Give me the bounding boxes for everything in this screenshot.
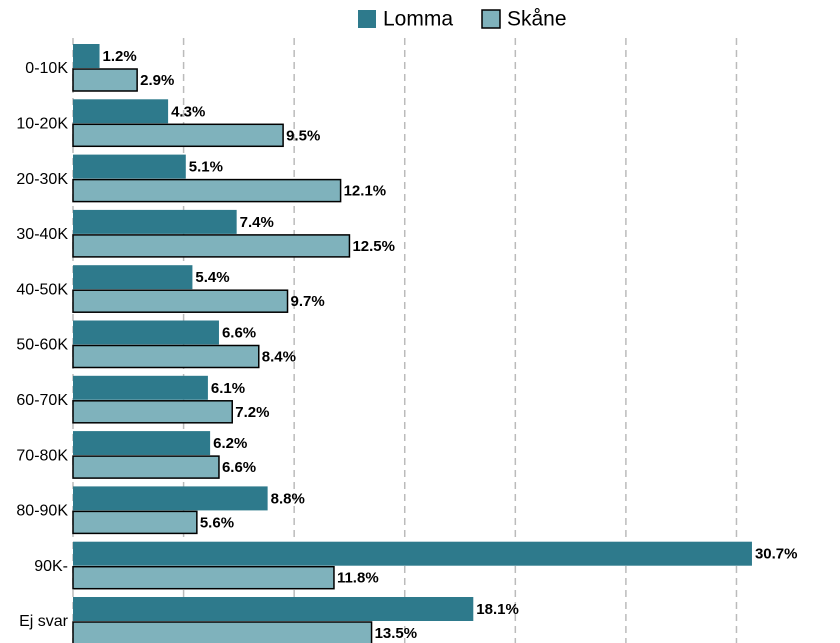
bar	[72, 455, 220, 479]
data-label: 30.7%	[755, 546, 798, 563]
y-tick-label: 60-70K	[16, 392, 68, 409]
data-label: 6.6%	[222, 324, 256, 341]
y-tick-label: 40-50K	[16, 281, 68, 298]
data-label: 5.6%	[200, 514, 234, 531]
legend-swatch	[358, 10, 376, 28]
data-label: 13.5%	[375, 625, 418, 642]
data-label: 11.8%	[337, 570, 379, 587]
bar	[73, 597, 474, 621]
data-label: 12.1%	[344, 183, 387, 200]
y-tick-label: 70-80K	[16, 447, 68, 464]
bar	[72, 510, 198, 535]
legend-label: Skåne	[507, 8, 567, 31]
bar	[72, 234, 351, 258]
bar	[72, 289, 289, 313]
bar	[73, 99, 169, 124]
bar	[73, 44, 100, 68]
y-tick-label: 30-40K	[16, 226, 68, 243]
bar	[72, 123, 284, 148]
bar	[73, 431, 211, 456]
data-label: 9.5%	[286, 127, 320, 144]
data-label: 4.3%	[171, 103, 205, 120]
y-tick-label: 90K-	[34, 558, 68, 575]
bar	[73, 265, 193, 290]
data-label: 7.2%	[235, 404, 269, 421]
legend-label: Lomma	[383, 8, 453, 31]
data-label: 1.2%	[103, 48, 137, 65]
data-label: 2.9%	[140, 72, 174, 89]
y-tick-label: 0-10K	[25, 60, 68, 77]
data-label: 8.4%	[262, 348, 296, 365]
bar	[72, 565, 335, 590]
bar	[73, 375, 208, 400]
y-tick-label: 10-20K	[16, 116, 68, 133]
data-label: 6.6%	[222, 459, 256, 476]
bar	[73, 320, 219, 345]
data-label: 9.7%	[291, 293, 325, 310]
y-tick-label: 20-30K	[16, 171, 68, 188]
bar	[72, 400, 233, 424]
bar	[73, 154, 186, 179]
data-label: 5.4%	[195, 269, 229, 286]
y-tick-label: Ej svar	[19, 613, 69, 630]
data-label: 7.4%	[240, 214, 274, 231]
y-tick-label: 80-90K	[16, 503, 68, 520]
bar	[72, 68, 138, 92]
bar	[73, 541, 752, 566]
y-tick-label: 50-60K	[16, 337, 68, 354]
bar	[72, 178, 342, 203]
bar	[72, 621, 373, 643]
data-label: 5.1%	[189, 159, 223, 176]
legend-swatch	[481, 9, 501, 29]
bar	[72, 344, 260, 369]
data-label: 6.1%	[211, 380, 245, 397]
data-label: 8.8%	[271, 490, 305, 507]
bar	[73, 209, 237, 234]
data-label: 18.1%	[476, 601, 519, 618]
data-label: 12.5%	[352, 238, 395, 255]
data-label: 6.2%	[213, 435, 247, 452]
bar	[73, 486, 268, 511]
